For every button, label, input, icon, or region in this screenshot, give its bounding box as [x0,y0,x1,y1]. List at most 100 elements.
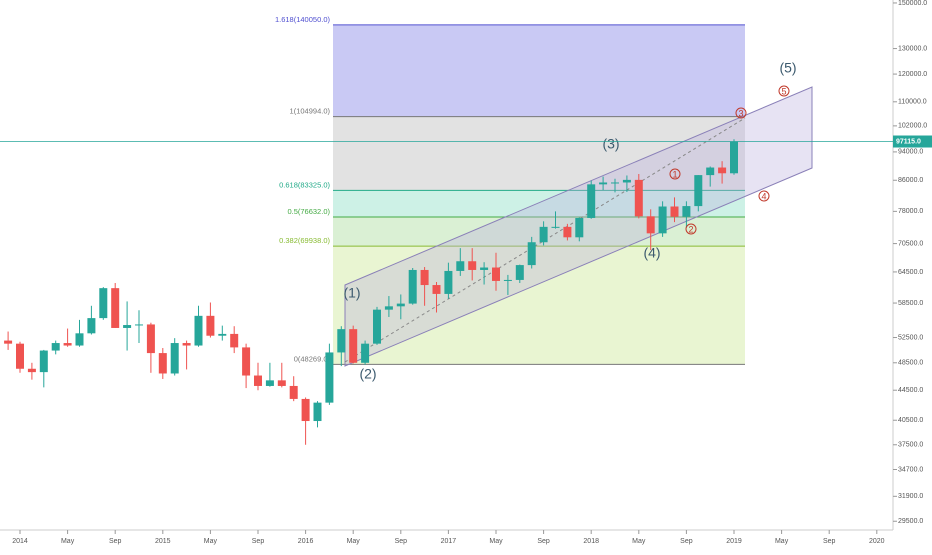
candle-body [230,333,239,348]
y-tick-label: 150000.0 [898,0,927,7]
y-tick-label: 34700.0 [898,466,923,473]
candle-body [158,353,167,374]
candle-body [194,315,203,346]
x-tick-label: 2016 [298,538,314,545]
wave-label: (4) [643,245,660,261]
fib-label: 1.618(140050.0) [275,15,331,24]
candle-body [730,141,738,174]
wave-label: (3) [602,136,619,152]
candle-body [420,269,429,286]
candle-body [551,226,560,228]
candle-body [182,343,191,346]
x-tick-label: Sep [680,538,693,545]
x-tick-label: 2017 [441,538,457,545]
candle-body [218,333,227,336]
y-tick-label: 70500.0 [898,240,923,247]
candle-body [75,333,84,346]
candle-body [444,270,453,294]
candle-body [718,167,727,174]
y-tick-label: 86000.0 [898,177,923,184]
candle-body [51,343,60,351]
x-tick-label: 2019 [726,538,742,545]
x-tick-label: Sep [109,538,122,545]
candle-body [611,182,619,184]
sub-wave-circle [778,85,790,97]
candle-body [361,343,370,363]
candles [4,139,738,445]
candle-body [277,380,286,386]
candle-body [313,402,322,422]
x-tick-label: 2014 [12,538,28,545]
candle-body [527,242,536,266]
candle-body [670,206,679,217]
candle-body [480,267,489,270]
x-tick-label: 2020 [869,538,885,545]
fib-band [333,116,745,191]
candle-body [539,226,548,243]
fib-label: 0.382(69938.0) [279,236,330,245]
candle-body [373,309,381,344]
candle-body [599,182,608,185]
candle-body [492,267,500,281]
x-tick-label: 2015 [155,538,171,545]
sub-wave-label: 1 [672,169,677,179]
x-tick-label: Sep [537,538,550,545]
candle-body [289,385,298,399]
candle-body [135,324,143,326]
fib-label: 0.5(76632.0) [287,207,330,216]
candle-body [658,206,667,234]
y-tick-label: 58500.0 [898,300,923,307]
candle-body [432,285,441,294]
candle-body [563,226,572,238]
candle-body [87,318,96,334]
fib-band [333,217,745,247]
fib-band [333,24,745,117]
candle-body [27,368,36,373]
sub-wave-circle [735,107,747,119]
candle-body [682,206,691,217]
wave-labels: (1) (2) (3) (4) (5) 1 2 3 4 5 [343,60,796,382]
candle-body [146,324,155,354]
candle-body [622,179,631,183]
x-tick-label: May [632,538,646,545]
candle-body [706,167,715,176]
wave-label: (2) [359,366,376,382]
sub-wave-label: 2 [688,224,693,234]
candle-body [396,303,405,307]
x-tick-label: Sep [252,538,265,545]
y-tick-label: 44500.0 [898,387,923,394]
sub-wave-circle [758,190,770,202]
fib-label: 0.618(83325.0) [279,180,330,189]
candle-body [337,329,346,353]
candle-body [634,179,643,217]
sub-wave-label: 4 [761,191,766,201]
candle-body [646,216,655,234]
candle-body [4,340,13,344]
sub-wave-circle [685,223,697,235]
candle-body [111,288,120,328]
y-tick-label: 64500.0 [898,269,923,276]
sub-wave-circle [669,168,681,180]
candle-body [575,217,584,238]
y-tick-label: 52500.0 [898,334,923,341]
fib-label: 0(48269.0) [294,354,331,363]
candle-body [503,279,512,281]
candle-body [349,329,358,363]
x-tick-label: 2018 [583,538,599,545]
candle-body [694,175,703,207]
y-tick-label: 120000.0 [898,71,927,78]
sub-wave-markers: 1 2 3 4 5 [669,85,790,235]
x-tick-label: May [489,538,503,545]
candle-body [301,398,310,422]
y-tick-label: 31900.0 [898,493,923,500]
candle-body [242,347,251,376]
candle-body [408,269,417,304]
candle-body [170,343,179,374]
y-tick-label: 110000.0 [898,99,927,106]
y-tick-label: 29500.0 [898,518,923,525]
y-tick-label: 37500.0 [898,442,923,449]
y-tick-label: 102000.0 [898,123,927,130]
current-price-box [893,135,932,148]
